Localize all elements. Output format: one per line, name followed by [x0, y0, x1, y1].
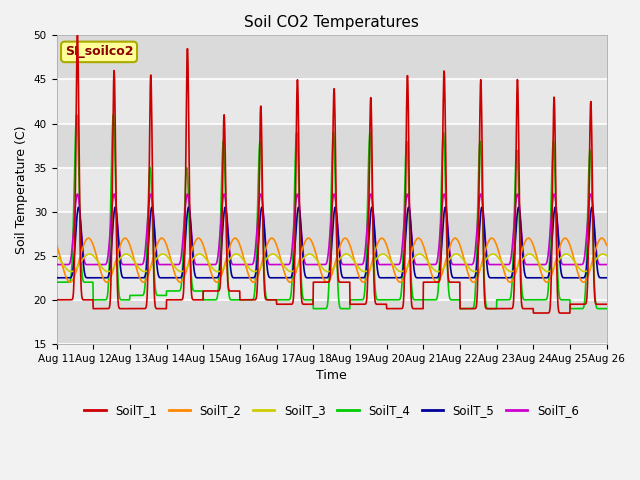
- Title: Soil CO2 Temperatures: Soil CO2 Temperatures: [244, 15, 419, 30]
- Bar: [56, 123, 607, 168]
- Y-axis label: Soil Temperature (C): Soil Temperature (C): [15, 125, 28, 254]
- Text: SI_soilco2: SI_soilco2: [65, 46, 133, 59]
- Bar: [56, 300, 607, 344]
- Bar: [56, 36, 607, 79]
- Legend: SoilT_1, SoilT_2, SoilT_3, SoilT_4, SoilT_5, SoilT_6: SoilT_1, SoilT_2, SoilT_3, SoilT_4, Soil…: [80, 399, 584, 421]
- X-axis label: Time: Time: [316, 369, 347, 382]
- Bar: [56, 212, 607, 256]
